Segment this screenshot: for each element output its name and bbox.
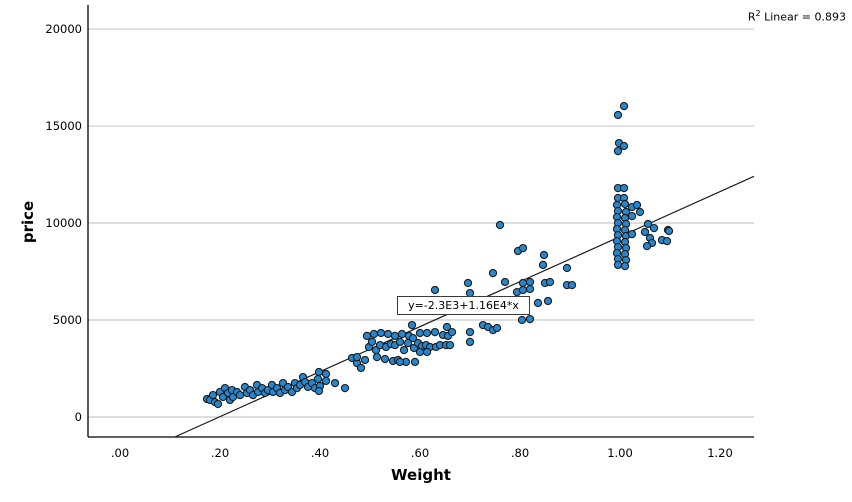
data-point bbox=[538, 260, 548, 270]
y-tick-label: 20000 bbox=[45, 22, 82, 37]
data-point bbox=[408, 333, 418, 343]
data-point bbox=[613, 260, 623, 270]
data-point bbox=[403, 338, 413, 348]
data-point bbox=[640, 227, 650, 237]
y-tick-label: 5000 bbox=[52, 313, 82, 328]
data-point bbox=[445, 340, 455, 350]
x-tick-label: .20 bbox=[210, 446, 230, 460]
r-squared-value: Linear = 0.893 bbox=[760, 10, 846, 24]
data-point bbox=[352, 352, 362, 362]
data-point bbox=[360, 355, 370, 365]
data-point bbox=[627, 229, 637, 239]
data-point bbox=[518, 243, 528, 253]
data-point bbox=[395, 357, 405, 367]
y-tick-label: 0 bbox=[74, 410, 82, 425]
r-squared-annotation: R2 Linear = 0.893 bbox=[748, 9, 846, 24]
x-tick-label: .00 bbox=[110, 446, 130, 460]
data-point bbox=[442, 322, 452, 332]
data-point bbox=[407, 320, 417, 330]
data-point bbox=[430, 285, 440, 295]
data-point bbox=[397, 329, 407, 339]
data-point bbox=[525, 284, 535, 294]
data-point bbox=[372, 352, 382, 362]
data-point bbox=[635, 207, 645, 217]
data-point bbox=[495, 220, 505, 230]
data-point bbox=[463, 278, 473, 288]
data-point bbox=[399, 345, 409, 355]
x-tick-label: .40 bbox=[310, 446, 330, 460]
data-point bbox=[376, 328, 386, 338]
data-point bbox=[340, 383, 350, 393]
data-point bbox=[627, 211, 637, 221]
data-point bbox=[567, 280, 577, 290]
data-point bbox=[613, 110, 623, 120]
data-point bbox=[362, 331, 372, 341]
x-tick-label: .80 bbox=[510, 446, 530, 460]
data-point bbox=[415, 328, 425, 338]
data-point bbox=[415, 347, 425, 357]
y-axis-title: price bbox=[19, 200, 37, 244]
data-point bbox=[208, 390, 218, 400]
data-point bbox=[313, 374, 323, 384]
data-point bbox=[367, 337, 377, 347]
data-point bbox=[500, 277, 510, 287]
data-point bbox=[662, 236, 672, 246]
data-point bbox=[642, 241, 652, 251]
data-point bbox=[533, 298, 543, 308]
data-point bbox=[492, 323, 502, 333]
data-point bbox=[517, 315, 527, 325]
r-squared-base: R bbox=[747, 10, 756, 24]
data-point bbox=[619, 183, 629, 193]
y-tick-label: 10000 bbox=[45, 216, 82, 231]
x-tick-label: .60 bbox=[410, 446, 430, 460]
data-point bbox=[613, 146, 623, 156]
data-point bbox=[664, 226, 674, 236]
regression-equation-label: y=-2.3E3+1.16E4*x bbox=[397, 296, 530, 315]
data-point bbox=[410, 357, 420, 367]
data-point bbox=[525, 277, 535, 287]
x-axis-title: Weight bbox=[391, 466, 451, 484]
data-point bbox=[632, 200, 642, 210]
y-tick-label: 15000 bbox=[45, 119, 82, 134]
data-point bbox=[321, 376, 331, 386]
data-point bbox=[649, 223, 659, 233]
x-tick-label: 1.00 bbox=[607, 446, 633, 460]
data-point bbox=[369, 329, 379, 339]
data-point bbox=[543, 296, 553, 306]
data-point bbox=[545, 277, 555, 287]
data-point bbox=[488, 268, 498, 278]
data-point bbox=[213, 399, 223, 409]
data-point bbox=[465, 327, 475, 337]
data-point bbox=[314, 367, 324, 377]
data-point bbox=[539, 250, 549, 260]
data-point bbox=[383, 329, 393, 339]
r-squared-superscript: 2 bbox=[755, 9, 761, 18]
data-point bbox=[390, 331, 400, 341]
data-point bbox=[619, 101, 629, 111]
data-point bbox=[620, 261, 630, 271]
data-point bbox=[465, 337, 475, 347]
data-point bbox=[314, 386, 324, 396]
data-point bbox=[356, 363, 366, 373]
data-point bbox=[321, 369, 331, 379]
x-tick-label: 1.20 bbox=[707, 446, 733, 460]
data-point bbox=[422, 347, 432, 357]
data-point bbox=[430, 327, 440, 337]
data-point bbox=[643, 219, 653, 229]
data-point bbox=[525, 314, 535, 324]
data-point bbox=[330, 378, 340, 388]
data-point bbox=[619, 141, 629, 151]
data-point bbox=[380, 354, 390, 364]
data-point bbox=[562, 263, 572, 273]
data-point bbox=[422, 328, 432, 338]
data-point bbox=[395, 337, 405, 347]
data-point bbox=[447, 327, 457, 337]
data-point bbox=[235, 390, 245, 400]
data-point bbox=[518, 278, 528, 288]
data-point bbox=[518, 285, 528, 295]
data-point bbox=[620, 199, 630, 209]
